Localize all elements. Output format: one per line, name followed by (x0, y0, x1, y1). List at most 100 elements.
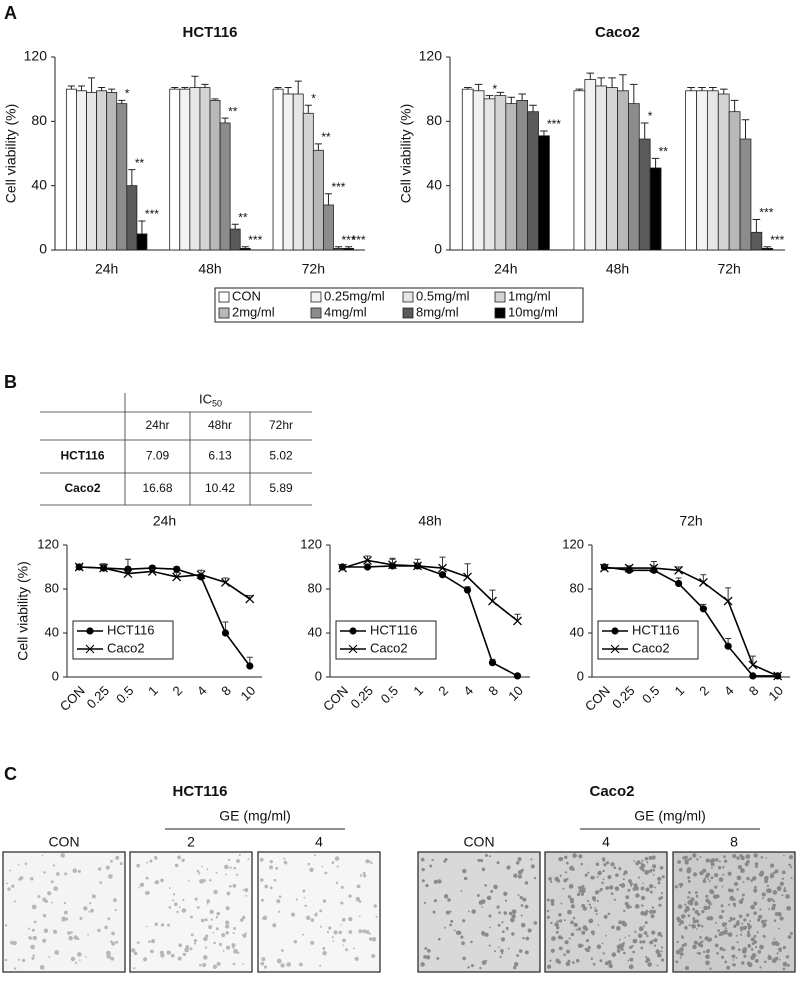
marker (245, 594, 255, 604)
table-cell: 7.09 (146, 449, 170, 463)
error-bar (507, 96, 516, 104)
marker (513, 616, 522, 626)
y-tick-label: 120 (562, 536, 584, 551)
series-line (79, 566, 251, 600)
x-tick-label: CON (320, 683, 351, 714)
image-label: 4 (602, 834, 610, 850)
marker (674, 565, 684, 575)
error-bar (741, 119, 750, 140)
x-tick-label: 2 (696, 683, 712, 699)
x-tick-label: 24h (494, 261, 517, 277)
legend-swatch (402, 291, 414, 303)
bar (136, 233, 148, 251)
error-bar (575, 88, 584, 91)
panel-label: B (4, 372, 17, 392)
marker (649, 563, 659, 573)
significance-label: *** (331, 180, 345, 194)
bar (179, 88, 191, 251)
significance-label: *** (759, 206, 773, 220)
legend-label: HCT116 (370, 622, 417, 637)
error-bar (496, 91, 505, 96)
error-bar (749, 655, 756, 665)
x-tick-label: 0.25 (84, 683, 113, 712)
error-bar (201, 83, 209, 88)
legend-marker (348, 644, 358, 654)
y-tick-label: 40 (570, 624, 584, 639)
error-bar (763, 246, 772, 249)
error-bar (88, 77, 96, 93)
marker (488, 596, 497, 606)
error-bar (752, 218, 761, 233)
marker (723, 596, 733, 606)
legend-swatch (494, 291, 506, 303)
y-tick-label: 0 (39, 241, 47, 257)
error-bar (284, 87, 292, 94)
bar (606, 87, 618, 251)
image-label: 2 (187, 834, 195, 850)
error-bar (540, 130, 548, 136)
y-tick-label: 80 (31, 112, 47, 128)
y-tick-label: 80 (570, 580, 584, 595)
legend-swatch (218, 291, 230, 303)
row-header: Caco2 (64, 481, 100, 495)
bar (292, 93, 304, 251)
error-bar (231, 223, 239, 230)
error-bar (304, 104, 312, 114)
marker (413, 561, 422, 571)
bar (343, 247, 355, 251)
y-tick-label: 0 (577, 668, 584, 683)
bar (209, 100, 221, 251)
error-bar (529, 104, 537, 112)
bar (106, 91, 118, 251)
marker (463, 572, 472, 582)
bar (472, 90, 485, 251)
significance-label: ** (321, 130, 331, 144)
significance-label: ** (659, 144, 669, 158)
micrograph (257, 851, 381, 973)
y-tick-label: 120 (37, 536, 59, 551)
x-tick-label: 48h (606, 261, 629, 277)
y-tick-label: 80 (426, 112, 442, 128)
error-bar (485, 95, 494, 99)
legend-swatch (402, 307, 414, 319)
marker (221, 629, 230, 637)
bar (333, 247, 344, 251)
error-bar (118, 99, 126, 104)
error-bar (108, 88, 116, 93)
significance-label: *** (770, 233, 784, 247)
legend-label: HCT116 (632, 622, 679, 637)
legend-swatch (310, 291, 322, 303)
y-tick-label: 80 (308, 580, 322, 595)
x-tick-label: 4 (460, 683, 476, 699)
x-tick-label: CON (582, 683, 613, 714)
bar (272, 88, 284, 251)
table-cell: 5.02 (269, 449, 293, 463)
error-bar (439, 556, 446, 569)
marker (173, 565, 181, 573)
marker (172, 572, 182, 582)
error-bar (725, 587, 732, 602)
x-tick-label: 1 (410, 683, 426, 699)
marker (724, 642, 732, 650)
x-tick-label: 0.25 (348, 683, 377, 712)
significance-label: * (311, 91, 316, 105)
legend-label: 8mg/ml (416, 304, 459, 319)
marker (599, 563, 609, 573)
bar (638, 138, 651, 251)
legend-marker (610, 644, 620, 654)
significance-label: * (648, 109, 653, 123)
bar (685, 90, 697, 251)
bar (739, 138, 752, 251)
significance-label: ** (228, 104, 238, 118)
significance-label: *** (352, 233, 366, 247)
bar (516, 100, 529, 251)
bar (229, 228, 241, 251)
significance-label: * (493, 82, 498, 96)
x-tick-label: 10 (505, 683, 526, 704)
y-tick-label: 120 (24, 48, 48, 64)
error-bar (274, 87, 282, 90)
bar (527, 111, 539, 251)
marker (488, 659, 497, 667)
error-bar (414, 558, 421, 566)
